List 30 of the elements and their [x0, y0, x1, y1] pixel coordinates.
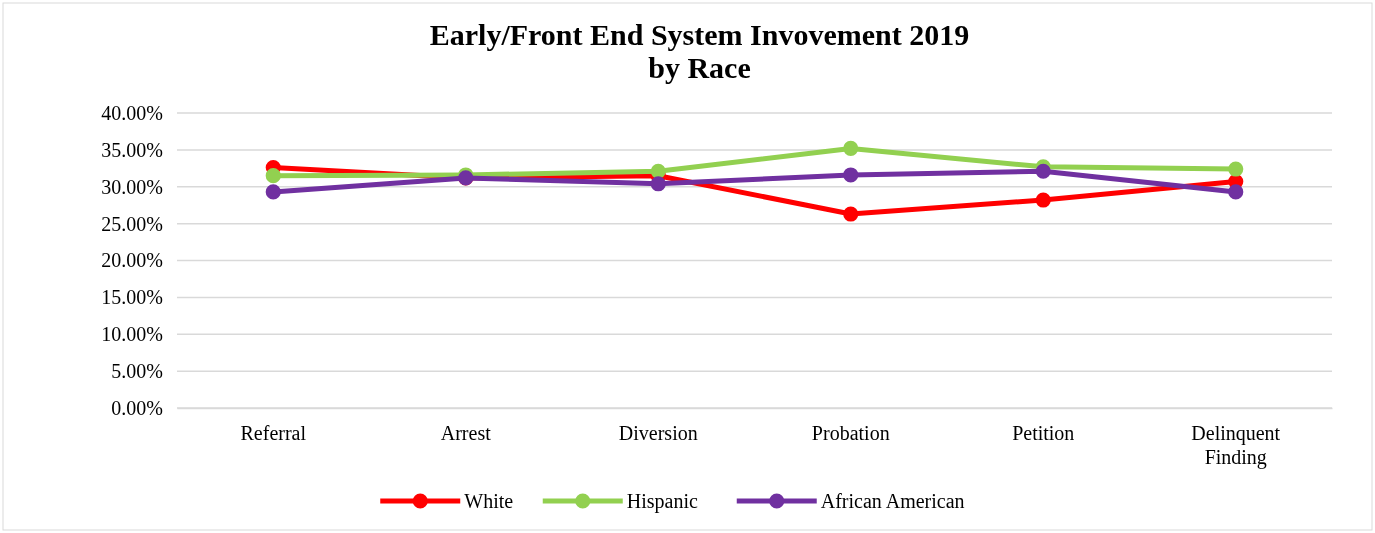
x-tick-label: Referral	[240, 422, 307, 444]
legend-label: White	[464, 490, 514, 512]
x-tick-label: Delinquent Finding	[1191, 422, 1281, 469]
x-tick-label: Petition	[1012, 422, 1075, 444]
point	[650, 163, 666, 179]
y-tick-label: 15.00%	[101, 286, 163, 309]
point	[650, 176, 666, 192]
point	[1228, 161, 1244, 177]
y-tick-label: 0.00%	[111, 396, 163, 419]
y-tick-label: 20.00%	[101, 249, 163, 272]
chart-title: Early/Front End System Invovement 2019 by Race	[429, 18, 970, 84]
y-tick-label: 25.00%	[101, 212, 163, 235]
point	[843, 167, 859, 183]
point	[843, 206, 859, 222]
y-tick-label: 5.00%	[111, 360, 163, 383]
point	[1035, 163, 1051, 179]
x-tick-label: Probation	[811, 422, 890, 444]
point	[265, 184, 281, 200]
y-tick-label: 35.00%	[101, 138, 163, 161]
point	[1228, 184, 1244, 200]
point	[1035, 192, 1051, 208]
y-tick-label: 10.00%	[101, 323, 163, 346]
point	[843, 140, 859, 156]
y-tick-label: 30.00%	[101, 175, 163, 198]
legend-label: African American	[820, 490, 965, 512]
y-tick-label: 40.00%	[101, 101, 163, 124]
x-tick-label: Diversion	[618, 422, 698, 444]
x-tick-label: Arrest	[440, 422, 492, 444]
point	[265, 168, 281, 184]
legend-label: Hispanic	[626, 490, 698, 513]
